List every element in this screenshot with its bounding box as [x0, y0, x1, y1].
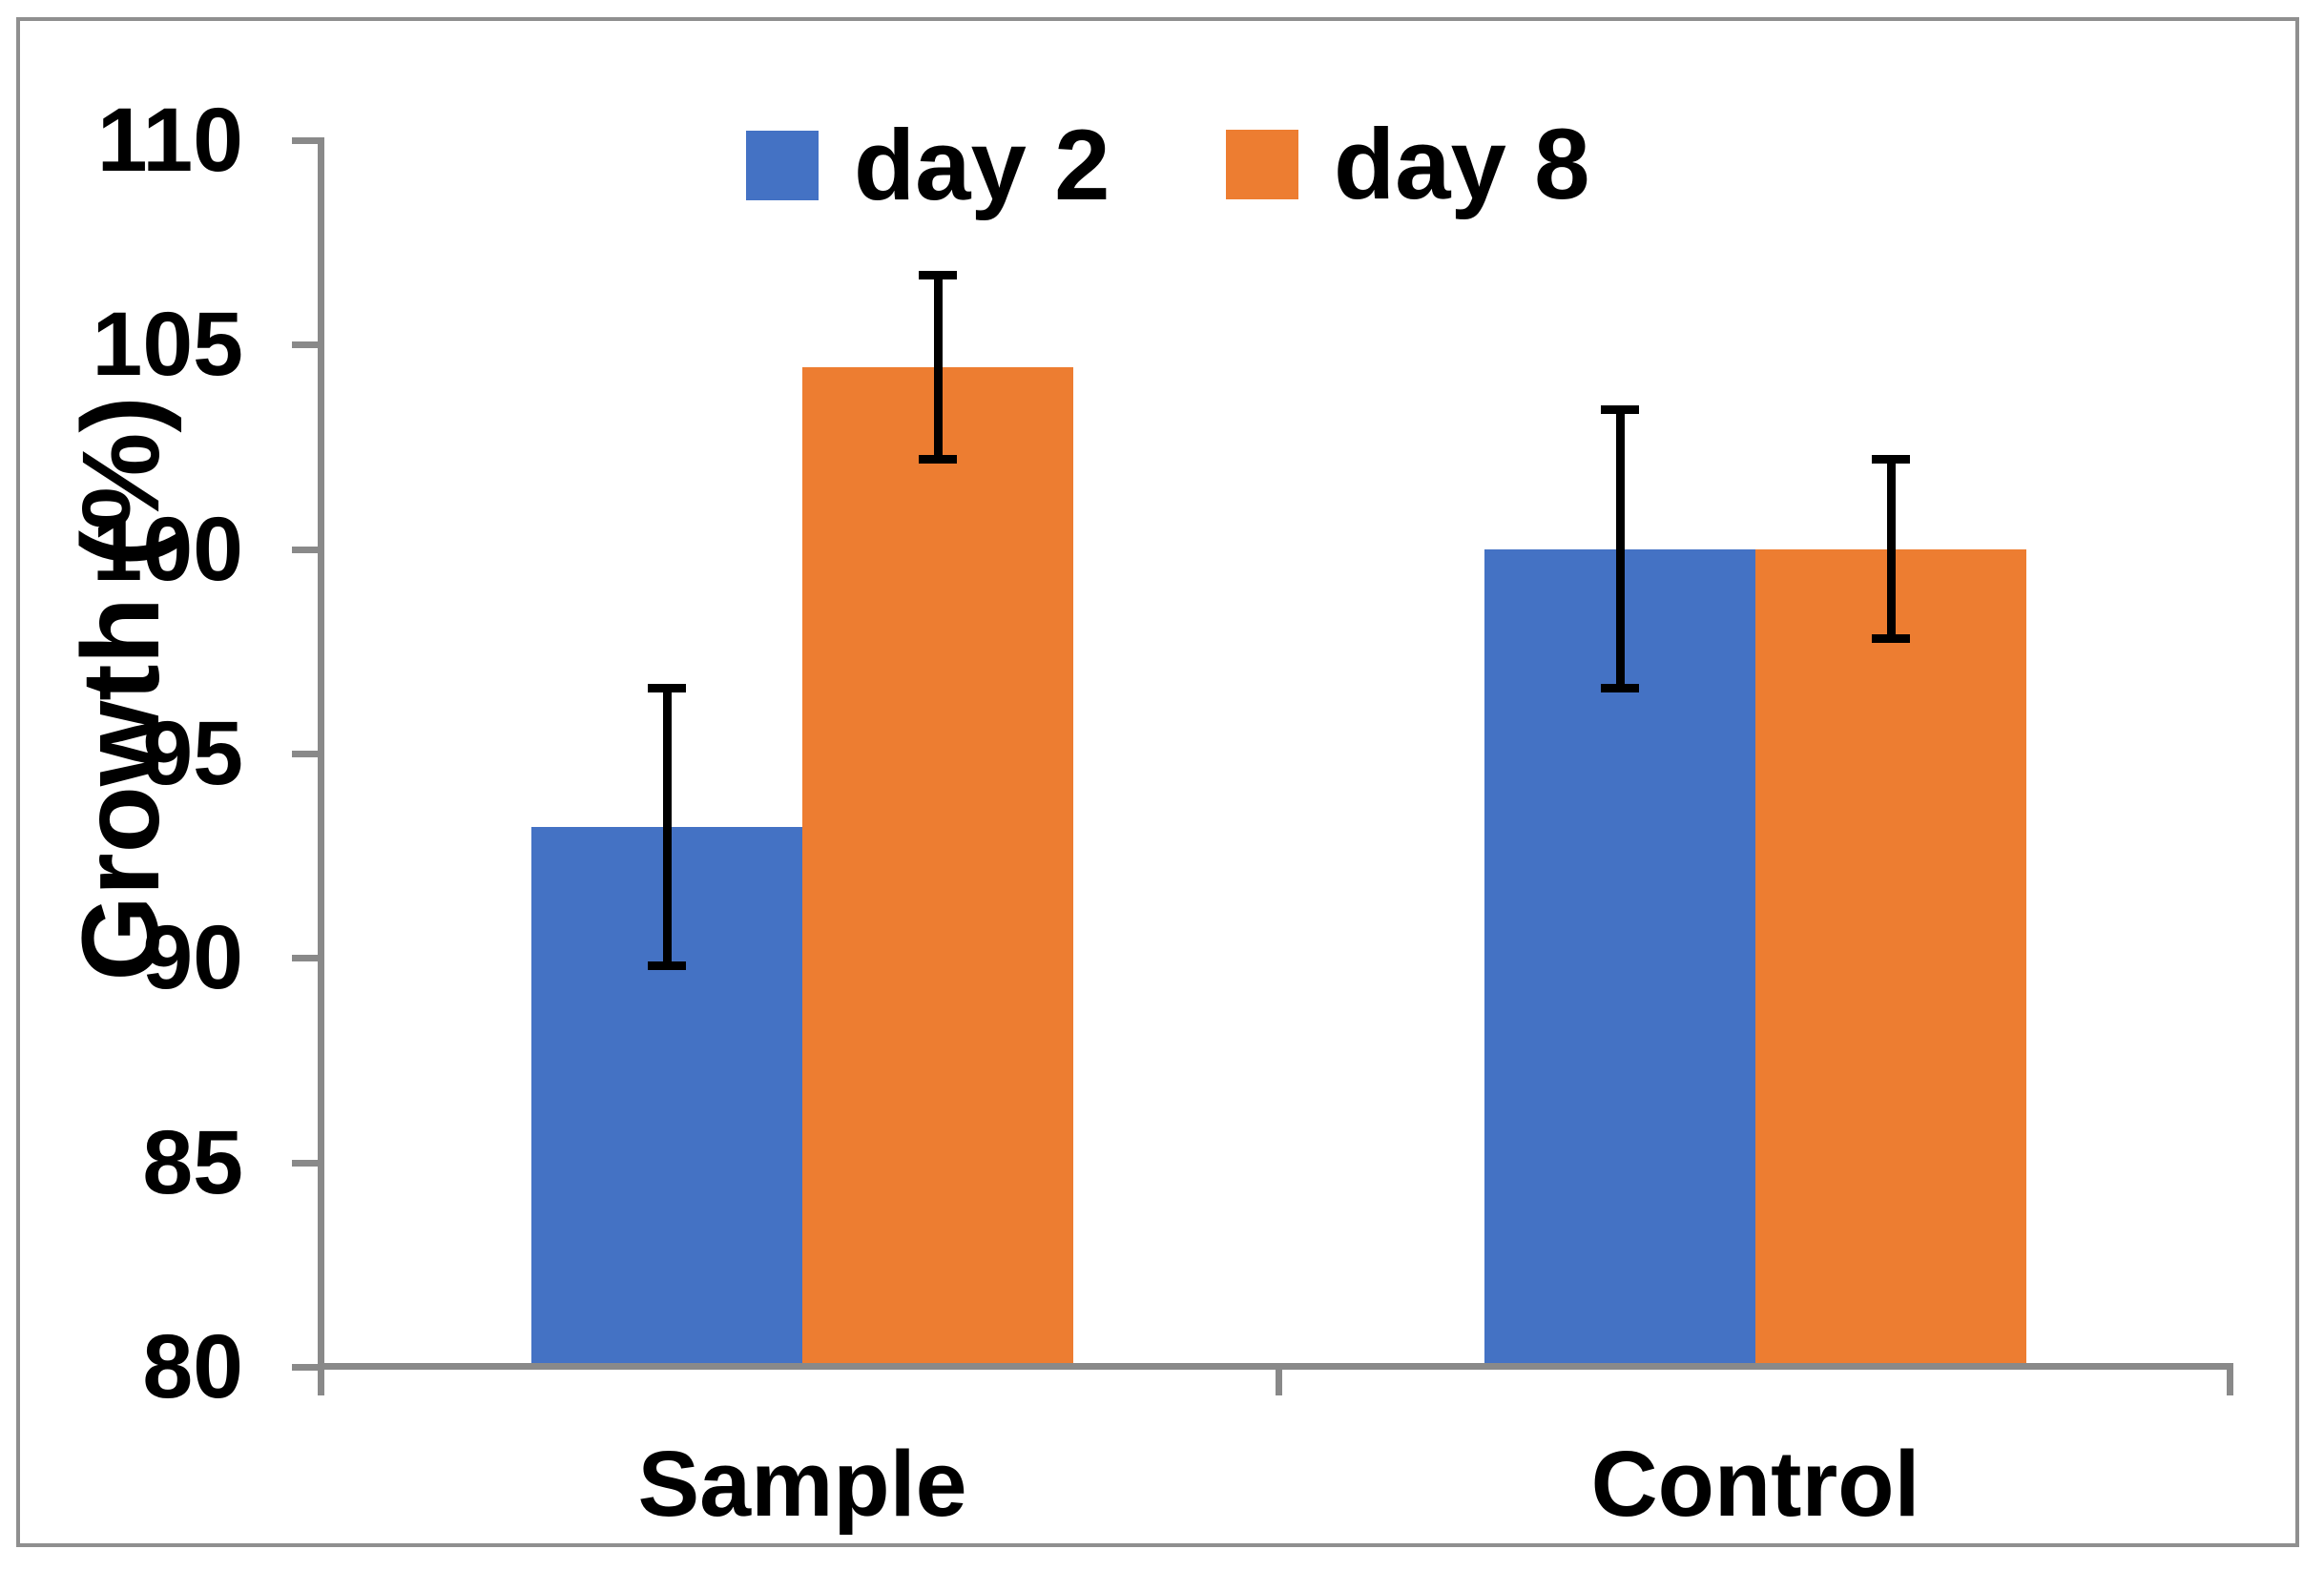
bar-control-day8 — [1755, 549, 2026, 1367]
y-tick-mark-100 — [292, 547, 324, 553]
error-bar-cap-top-control-day2 — [1601, 405, 1639, 414]
y-tick-label-90: 90 — [142, 907, 243, 1008]
category-label-sample: Sample — [637, 1432, 967, 1536]
figure-border — [16, 17, 2299, 1547]
y-tick-mark-105 — [292, 341, 324, 348]
y-tick-mark-90 — [292, 955, 324, 961]
legend-swatch-day2 — [746, 131, 819, 200]
y-tick-label-85: 85 — [142, 1112, 243, 1213]
error-bar-cap-top-control-day8 — [1872, 455, 1910, 464]
y-tick-mark-95 — [292, 751, 324, 757]
legend-label-day8: day 8 — [1334, 109, 1590, 220]
error-bar-line-sample-day8 — [934, 275, 943, 459]
legend-label-day2: day 2 — [854, 110, 1110, 221]
y-tick-label-80: 80 — [142, 1316, 243, 1417]
error-bar-cap-bottom-sample-day2 — [648, 961, 686, 970]
x-tick-mark-2 — [2227, 1363, 2233, 1395]
x-tick-mark-1 — [1276, 1363, 1282, 1395]
y-tick-label-95: 95 — [142, 703, 243, 804]
y-axis-line — [318, 140, 324, 1395]
error-bar-cap-bottom-control-day8 — [1872, 634, 1910, 643]
legend-item-day2: day 2 — [746, 110, 1110, 221]
error-bar-cap-top-sample-day8 — [919, 271, 957, 279]
y-tick-mark-110 — [292, 137, 324, 144]
legend-swatch-day8 — [1226, 130, 1298, 199]
error-bar-line-control-day8 — [1887, 459, 1896, 639]
y-tick-mark-80 — [292, 1364, 324, 1371]
category-label-control: Control — [1590, 1432, 1920, 1536]
error-bar-cap-bottom-sample-day8 — [919, 455, 957, 464]
y-tick-label-110: 110 — [96, 90, 243, 191]
x-tick-mark-0 — [318, 1363, 324, 1395]
bar-sample-day8 — [802, 367, 1073, 1367]
y-tick-label-100: 100 — [92, 499, 243, 600]
y-tick-label-105: 105 — [92, 294, 243, 395]
error-bar-cap-top-sample-day2 — [648, 684, 686, 692]
legend-item-day8: day 8 — [1226, 109, 1590, 220]
error-bar-line-control-day2 — [1616, 410, 1625, 688]
error-bar-cap-bottom-control-day2 — [1601, 684, 1639, 692]
error-bar-line-sample-day2 — [663, 688, 672, 965]
y-tick-mark-85 — [292, 1160, 324, 1167]
y-axis-title: Growth (%) — [60, 396, 182, 981]
